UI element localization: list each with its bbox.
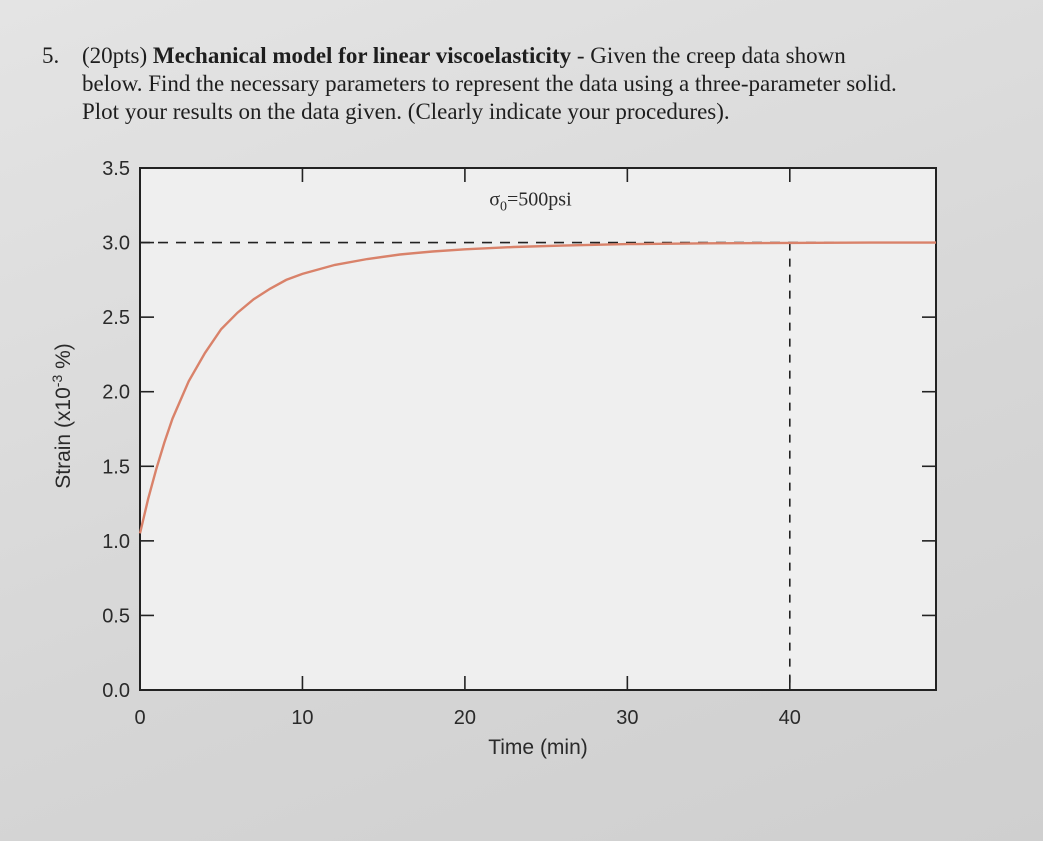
y-tick-label: 2.0 — [102, 382, 130, 404]
x-tick-label: 20 — [454, 707, 476, 729]
x-axis-label: Time (min) — [488, 736, 588, 759]
x-tick-label: 30 — [616, 707, 638, 729]
plot-frame — [139, 167, 937, 691]
problem-text-line2: below. Find the necessary parameters to … — [82, 71, 897, 96]
y-axis-label: Strain (x10-3 %) — [49, 343, 75, 489]
y-tick-label: 3.5 — [102, 158, 130, 180]
problem-number: 5. — [42, 43, 60, 68]
problem-title: Mechanical model for linear viscoelastic… — [152, 43, 572, 68]
x-tick-label: 0 — [134, 707, 145, 729]
x-tick-label: 40 — [779, 707, 801, 729]
stress-annotation: σ0=500psi — [489, 188, 572, 214]
y-tick-label: 2.5 — [102, 307, 130, 329]
problem-text-line3: Plot your results on the data given. (Cl… — [82, 99, 730, 124]
problem-statement: 5. (20pts) Mechanical model for linear v… — [42, 42, 1022, 126]
y-tick-label: 1.5 — [102, 456, 130, 478]
y-tick-label: 0.0 — [102, 680, 130, 702]
problem-points: (20pts) — [82, 43, 148, 68]
y-tick-label: 1.0 — [102, 531, 130, 553]
problem-text-line1: - Given the creep data shown — [571, 43, 846, 68]
y-tick-label: 0.5 — [102, 605, 130, 627]
problem-body: (20pts) Mechanical model for linear visc… — [82, 42, 1022, 126]
creep-curve — [138, 241, 936, 534]
x-tick-label: 10 — [291, 707, 313, 729]
y-tick-label: 3.0 — [102, 233, 130, 255]
